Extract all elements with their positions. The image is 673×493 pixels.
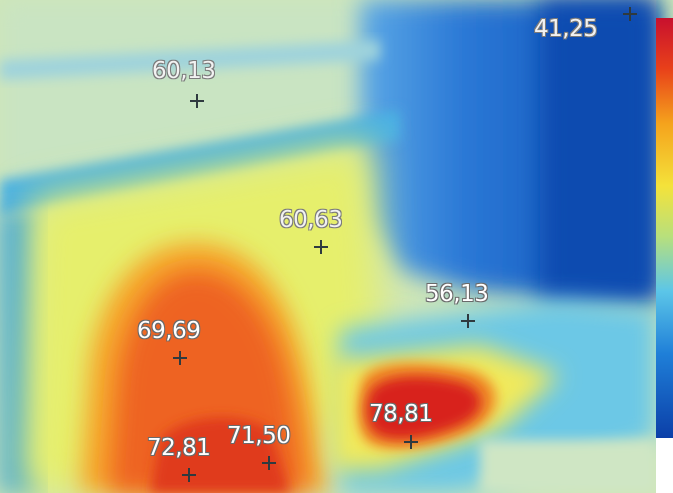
crosshair-icon (262, 456, 276, 470)
temperature-label: 56,13 (425, 281, 489, 307)
crosshair-icon (182, 468, 196, 482)
temperature-label: 41,25 (534, 16, 598, 42)
crosshair-icon (190, 94, 204, 108)
scale-bar-footer (656, 438, 673, 493)
temperature-label: 69,69 (137, 318, 201, 344)
crosshair-icon (314, 240, 328, 254)
crosshair-icon (623, 7, 637, 21)
crosshair-icon (404, 435, 418, 449)
crosshair-icon (173, 351, 187, 365)
temperature-label: 71,50 (227, 423, 291, 449)
temperature-label: 60,13 (152, 58, 216, 84)
temperature-label: 78,81 (369, 401, 433, 427)
temperature-label: 72,81 (147, 435, 211, 461)
temperature-label: 60,63 (279, 207, 343, 233)
temperature-scale-bar (656, 18, 673, 438)
crosshair-icon (461, 314, 475, 328)
